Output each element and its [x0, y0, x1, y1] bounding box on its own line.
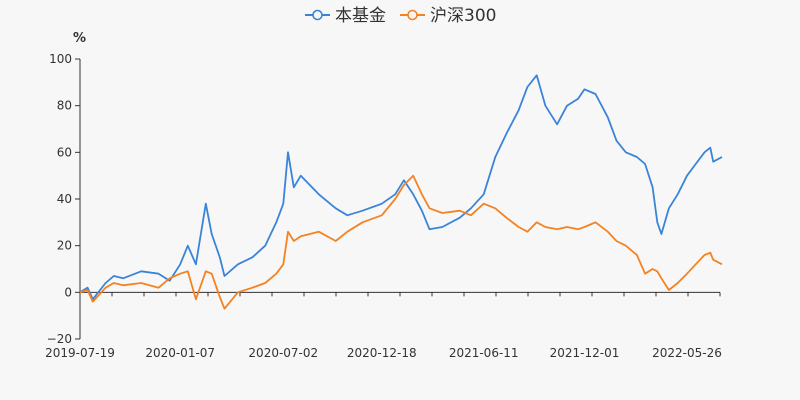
legend: 本基金 沪深300 — [305, 6, 496, 26]
y-axis: −20 0 20 40 60 80 100 — [47, 52, 81, 346]
legend-swatch-marker — [407, 9, 418, 21]
y-tick-label: 0 — [64, 285, 72, 299]
x-tick-label: 2021-12-01 — [550, 346, 620, 360]
x-axis: 2019-07-19 2020-01-07 2020-07-02 2020-12-18… — [45, 291, 722, 360]
y-tick-label: 20 — [57, 239, 72, 253]
legend-swatch-marker — [312, 9, 323, 21]
x-tick-label: 2021-06-11 — [449, 346, 519, 360]
y-axis-unit-label: % — [73, 31, 86, 46]
legend-label: 沪深300 — [430, 6, 496, 26]
x-tick-label: 2019-07-19 — [45, 346, 115, 360]
series-line — [79, 74, 723, 301]
y-tick-label: 60 — [57, 145, 72, 159]
x-tick-label: 2020-12-18 — [347, 346, 417, 360]
y-tick-label: −20 — [47, 332, 72, 346]
legend-label: 本基金 — [335, 6, 386, 26]
y-tick-label: 100 — [49, 52, 72, 66]
y-tick-label: 40 — [57, 192, 72, 206]
x-tick-label: 2020-01-07 — [145, 346, 215, 360]
x-tick-label: 2020-07-02 — [248, 346, 318, 360]
y-tick-label: 80 — [57, 99, 72, 113]
x-tick-label: 2022-05-26 — [652, 346, 722, 360]
series-line — [79, 174, 723, 310]
series-layer — [79, 74, 723, 310]
